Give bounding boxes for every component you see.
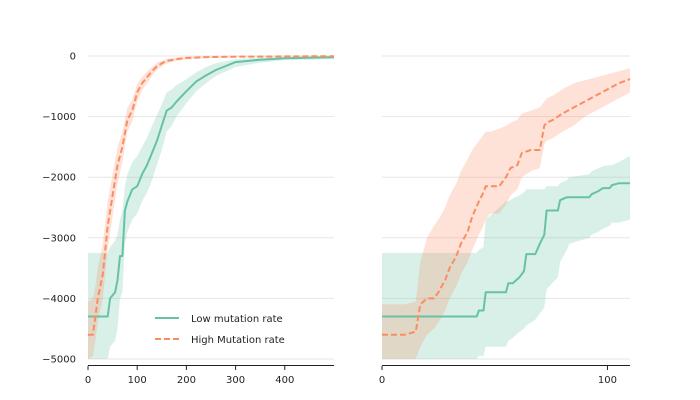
series-line-high — [382, 78, 631, 336]
legend: Low mutation rate High Mutation rate — [155, 314, 285, 346]
series-line-low — [88, 56, 335, 318]
legend-label-low: Low mutation rate — [191, 314, 283, 325]
x-tick-label: 0 — [85, 375, 91, 386]
x-tick-label: 100 — [598, 375, 617, 386]
y-tick-label: −4000 — [42, 294, 76, 305]
y-tick-label: 0 — [70, 52, 76, 63]
series-line-low — [382, 182, 630, 318]
confidence-band-high — [382, 68, 630, 359]
x-tick-label: 0 — [379, 375, 385, 386]
right-panel: 0 100 — [379, 55, 631, 386]
x-tick-label: 200 — [177, 375, 196, 386]
confidence-band-low — [382, 156, 630, 359]
y-tick-label: −5000 — [42, 354, 76, 365]
x-tick-label: 100 — [128, 375, 147, 386]
left-panel: 0 100 200 300 400 0 −1000 −2000 −3000 −4000 −5000 — [42, 52, 335, 386]
y-tick-label: −2000 — [42, 173, 76, 184]
y-tick-label: −3000 — [42, 233, 76, 244]
series-line-high — [88, 55, 335, 336]
y-tick-label: −1000 — [42, 112, 76, 123]
legend-label-high: High Mutation rate — [191, 335, 285, 346]
confidence-band-low — [88, 56, 334, 359]
x-tick-label: 400 — [275, 375, 294, 386]
x-tick-label: 300 — [226, 375, 245, 386]
